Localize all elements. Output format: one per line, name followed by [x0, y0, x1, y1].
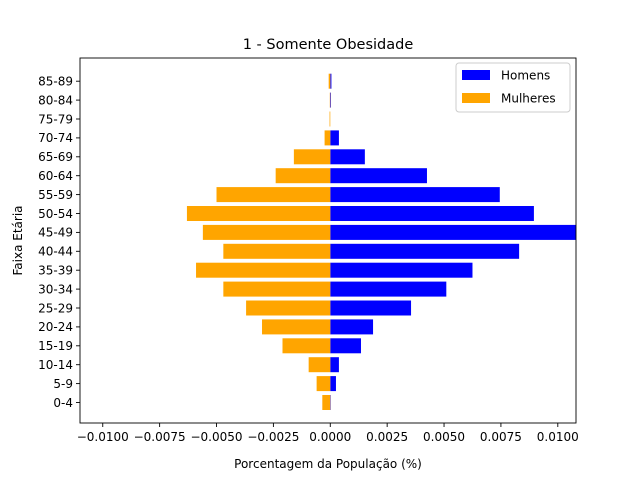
bar-mulheres-75-79 [329, 111, 331, 127]
bar-homens-55-59 [330, 187, 500, 203]
y-tick-label: 45-49 [38, 226, 73, 240]
chart-title: 1 - Somente Obesidade [243, 37, 414, 53]
y-tick-label: 5-9 [53, 377, 73, 391]
x-tick-label: 0.0000 [309, 430, 351, 444]
bar-mulheres-20-24 [262, 319, 331, 335]
bar-homens-60-64 [330, 168, 427, 184]
bar-homens-80-84 [330, 92, 331, 108]
y-tick-label: 40-44 [38, 245, 73, 259]
y-tick-label: 55-59 [38, 188, 73, 202]
bars-layer [186, 73, 576, 410]
bar-homens-65-69 [330, 149, 365, 165]
y-tick-label: 15-19 [38, 339, 73, 353]
bar-mulheres-40-44 [223, 243, 331, 259]
bar-homens-85-89 [330, 73, 332, 89]
x-tick-label: 0.0075 [480, 430, 522, 444]
axes-frame [79, 57, 577, 424]
x-axis-ticks: −0.0100 −0.0075 −0.0050 −0.0025 0.0000 0.0025… [77, 423, 579, 444]
x-tick-label: −0.0050 [190, 430, 242, 444]
bar-homens-50-54 [330, 206, 534, 221]
y-tick-label: 70-74 [38, 131, 73, 145]
bar-homens-45-49 [330, 224, 576, 240]
y-tick-label: 25-29 [38, 301, 73, 315]
bar-mulheres-70-74 [324, 130, 331, 146]
bar-homens-30-34 [330, 281, 447, 297]
bar-mulheres-30-34 [223, 281, 331, 297]
y-tick-label: 20-24 [38, 320, 73, 334]
bar-mulheres-55-59 [216, 187, 331, 203]
bar-homens-5-9 [330, 376, 336, 392]
y-tick-label: 50-54 [38, 207, 73, 221]
legend-swatch-mulheres [462, 93, 490, 103]
bar-mulheres-85-89 [328, 73, 331, 89]
x-tick-label: −0.0075 [134, 430, 186, 444]
bar-homens-70-74 [330, 130, 339, 146]
bar-mulheres-10-14 [308, 357, 331, 373]
y-tick-label: 65-69 [38, 150, 73, 164]
legend: Homens Mulheres [455, 62, 571, 113]
y-tick-label: 10-14 [38, 358, 73, 372]
legend-label-homens: Homens [501, 69, 550, 83]
bar-homens-40-44 [330, 243, 520, 259]
bar-mulheres-45-49 [202, 224, 331, 240]
bar-homens-35-39 [330, 262, 473, 278]
bar-mulheres-50-54 [186, 206, 331, 221]
x-tick-label: −0.0100 [77, 430, 129, 444]
x-axis-label: Porcentagem da População (%) [234, 457, 422, 471]
y-tick-label: 60-64 [38, 169, 73, 183]
y-tick-label: 0-4 [53, 396, 73, 410]
bar-mulheres-5-9 [316, 376, 331, 392]
bar-homens-10-14 [330, 357, 339, 373]
x-tick-label: 0.0100 [537, 430, 579, 444]
legend-label-mulheres: Mulheres [501, 92, 556, 106]
y-axis-label: Faixa Etária [11, 205, 25, 275]
y-tick-label: 30-34 [38, 282, 73, 296]
bar-mulheres-0-4 [322, 395, 331, 410]
bar-mulheres-65-69 [293, 149, 331, 165]
bar-homens-15-19 [330, 338, 361, 354]
bar-homens-20-24 [330, 319, 374, 335]
x-tick-label: 0.0025 [366, 430, 408, 444]
bar-mulheres-25-29 [246, 300, 331, 316]
y-tick-label: 80-84 [38, 93, 73, 107]
x-tick-label: −0.0025 [247, 430, 299, 444]
y-tick-label: 35-39 [38, 264, 73, 278]
x-tick-label: 0.0050 [423, 430, 465, 444]
bar-mulheres-35-39 [196, 262, 331, 278]
bar-mulheres-15-19 [282, 338, 331, 354]
bar-homens-25-29 [330, 300, 412, 316]
legend-swatch-homens [462, 70, 490, 80]
y-tick-label: 85-89 [38, 75, 73, 89]
y-axis-ticks: 0-4 5-9 10-14 15-19 20-24 25-29 30-34 35-39 40-4… [38, 75, 80, 410]
bar-mulheres-60-64 [275, 168, 331, 184]
y-tick-label: 75-79 [38, 112, 73, 126]
